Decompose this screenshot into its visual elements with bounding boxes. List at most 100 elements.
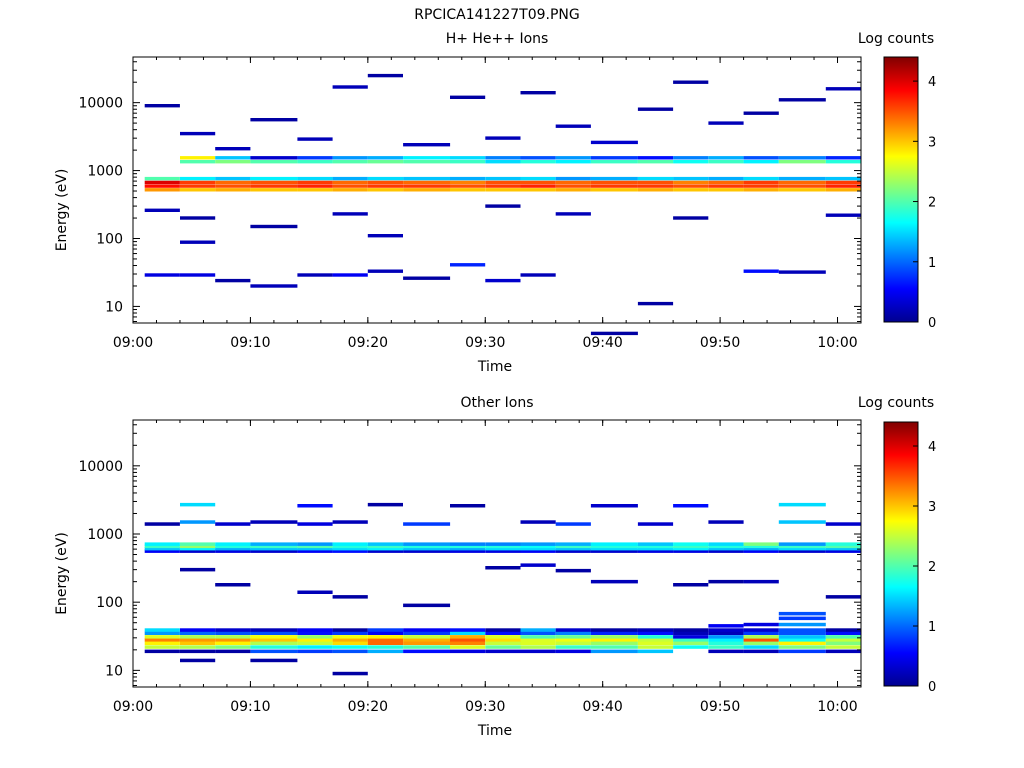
- x-tick-label: 09:40: [582, 335, 622, 351]
- heatmap-cell: [215, 635, 251, 639]
- heatmap-cell: [520, 645, 556, 649]
- heatmap-cell: [450, 628, 486, 632]
- heatmap-cell: [590, 638, 638, 642]
- x-tick-label: 09:30: [465, 699, 505, 715]
- heatmap-cell: [297, 549, 333, 553]
- heatmap-cell: [332, 180, 368, 185]
- heatmap-cell: [708, 546, 744, 551]
- heatmap-cell: [637, 631, 674, 635]
- y-axis-label: Energy (eV): [54, 169, 70, 252]
- y-tick-label: 1000: [87, 527, 123, 543]
- heatmap-cell: [180, 542, 216, 546]
- y-tick-label: 10: [105, 663, 123, 679]
- heatmap-cell: [485, 136, 521, 140]
- heatmap-cell: [520, 176, 556, 181]
- heatmap-cell: [180, 502, 216, 507]
- heatmap-cell: [708, 624, 744, 628]
- heatmap-cell: [297, 628, 333, 632]
- heatmap-cell: [708, 549, 744, 553]
- heatmap-cell: [778, 635, 826, 639]
- heatmap-cell: [743, 111, 779, 115]
- heatmap-cell: [673, 504, 709, 508]
- heatmap-cell: [450, 645, 486, 649]
- x-tick-label: 09:00: [113, 699, 153, 715]
- heatmap-cell: [250, 284, 298, 288]
- heatmap-cell: [590, 160, 638, 164]
- heatmap-cell: [708, 638, 744, 642]
- heatmap-cell: [825, 645, 861, 649]
- heatmap-cell: [250, 645, 298, 649]
- heatmap-cell: [590, 579, 638, 584]
- heatmap-cell: [778, 622, 826, 627]
- heatmap-cell: [180, 240, 216, 244]
- x-axis-label: Time: [477, 723, 512, 739]
- heatmap-cell: [450, 180, 486, 185]
- heatmap-cell: [673, 583, 709, 587]
- heatmap-cell: [778, 176, 826, 181]
- heatmap-cell: [144, 549, 180, 553]
- heatmap-cell: [250, 184, 298, 188]
- heatmap-cell: [778, 542, 826, 546]
- heatmap-cell: [743, 184, 779, 188]
- heatmap-cell: [297, 137, 333, 141]
- heatmap-cell: [485, 184, 521, 188]
- heatmap-cell: [520, 628, 556, 632]
- heatmap-cell: [250, 118, 298, 122]
- heatmap-cell: [520, 546, 556, 551]
- heatmap-cell: [825, 188, 861, 192]
- heatmap-cell: [297, 180, 333, 185]
- heatmap-cell: [825, 87, 861, 91]
- heatmap-cell: [825, 542, 861, 546]
- x-tick-label: 09:20: [348, 699, 388, 715]
- heatmap-cell: [485, 188, 521, 192]
- heatmap-cell: [555, 641, 591, 645]
- heatmap-cell: [520, 520, 556, 524]
- heatmap-cell: [673, 188, 709, 192]
- heatmap-cell: [450, 549, 486, 553]
- heatmap-cell: [708, 544, 744, 549]
- heatmap-cell: [332, 188, 368, 192]
- heatmap-cell: [485, 649, 521, 654]
- heatmap-cell: [778, 156, 826, 160]
- heatmap-cell: [144, 546, 180, 551]
- heatmap-cell: [555, 160, 591, 164]
- heatmap-cell: [450, 504, 486, 508]
- heatmap-cell: [778, 502, 826, 507]
- heatmap-cell: [590, 140, 638, 145]
- heatmap-cell: [485, 635, 521, 639]
- heatmap-cell: [250, 160, 298, 164]
- heatmap-cell: [673, 628, 709, 632]
- heatmap-cell: [215, 147, 251, 151]
- colorbar-tick-label: 3: [928, 135, 936, 150]
- heatmap-cell: [297, 544, 333, 549]
- heatmap-cell: [673, 549, 709, 553]
- heatmap-cell: [180, 649, 216, 654]
- heatmap-cell: [450, 635, 486, 639]
- heatmap-cell: [637, 638, 674, 642]
- heatmap-cell: [485, 645, 521, 649]
- heatmap-cell: [144, 641, 180, 645]
- heatmap-cell: [590, 649, 638, 654]
- heatmap-cell: [297, 184, 333, 188]
- heatmap-cell: [250, 180, 298, 185]
- heatmap-cell: [778, 628, 826, 632]
- heatmap-cell: [555, 568, 591, 573]
- heatmap-cell: [450, 649, 486, 654]
- heatmap-cell: [778, 549, 826, 553]
- heatmap-cell: [555, 184, 591, 188]
- heatmap-cell: [215, 583, 251, 587]
- x-tick-label: 09:10: [230, 699, 270, 715]
- heatmap-cell: [332, 635, 368, 639]
- heatmap-cell: [778, 188, 826, 192]
- heatmap-cell: [590, 331, 638, 336]
- heatmap-cell: [673, 641, 709, 645]
- heatmap-cell: [215, 549, 251, 553]
- heatmap-cell: [743, 549, 779, 553]
- heatmap-cell: [332, 176, 368, 181]
- heatmap-cell: [778, 641, 826, 645]
- heatmap-cell: [367, 176, 403, 181]
- heatmap-cell: [825, 522, 861, 526]
- heatmap-cell: [332, 520, 368, 524]
- heatmap-cell: [637, 542, 674, 546]
- heatmap-cell: [367, 546, 403, 551]
